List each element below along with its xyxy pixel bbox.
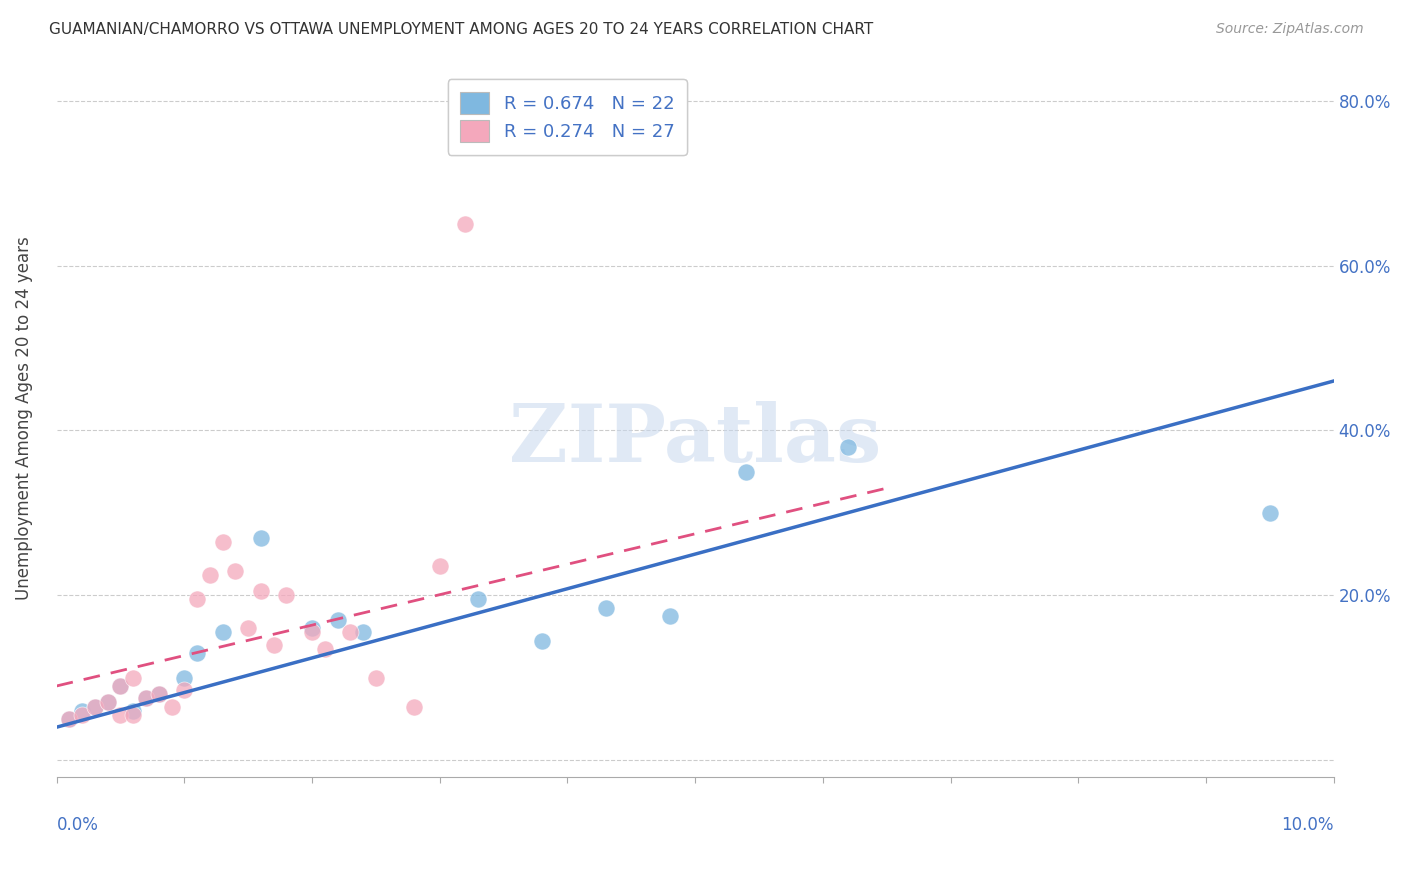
Point [173,671,195,685]
Point [224,564,246,578]
Point [70,704,93,718]
Point [198,567,221,582]
Point [84,699,107,714]
Point [148,687,170,701]
Point [1258,506,1281,520]
Point [658,608,681,623]
Point [301,621,323,635]
Text: ZIPatlas: ZIPatlas [509,401,882,479]
Point [70,707,93,722]
Point [595,600,617,615]
Point [250,531,273,545]
Point [135,691,157,706]
Point [250,584,273,599]
Point [97,695,120,709]
Point [238,621,260,635]
Point [122,671,145,685]
Point [364,671,387,685]
Point [735,465,758,479]
Point [122,707,145,722]
Point [135,691,157,706]
Point [97,695,120,709]
Point [211,534,233,549]
Point [110,679,132,693]
Point [454,218,477,232]
Point [429,559,451,574]
Point [110,707,132,722]
Point [467,592,489,607]
Point [58,712,80,726]
Text: Source: ZipAtlas.com: Source: ZipAtlas.com [1216,22,1364,37]
Point [352,625,374,640]
Point [58,712,80,726]
Point [276,588,298,602]
Point [173,683,195,698]
Text: 0.0%: 0.0% [56,816,98,834]
Point [301,625,323,640]
Text: GUAMANIAN/CHAMORRO VS OTTAWA UNEMPLOYMENT AMONG AGES 20 TO 24 YEARS CORRELATION : GUAMANIAN/CHAMORRO VS OTTAWA UNEMPLOYMEN… [49,22,873,37]
Point [84,699,107,714]
Point [263,638,285,652]
Point [326,613,349,627]
Point [148,687,170,701]
Point [186,592,208,607]
Point [160,699,183,714]
Point [211,625,233,640]
Text: 10.0%: 10.0% [1281,816,1334,834]
Point [530,633,553,648]
Point [404,699,426,714]
Point [339,625,361,640]
Point [110,679,132,693]
Y-axis label: Unemployment Among Ages 20 to 24 years: Unemployment Among Ages 20 to 24 years [15,236,32,600]
Point [122,704,145,718]
Point [837,440,859,454]
Point [186,646,208,660]
Legend: R = 0.674   N = 22, R = 0.274   N = 27: R = 0.674 N = 22, R = 0.274 N = 27 [447,79,688,155]
Point [314,641,336,656]
